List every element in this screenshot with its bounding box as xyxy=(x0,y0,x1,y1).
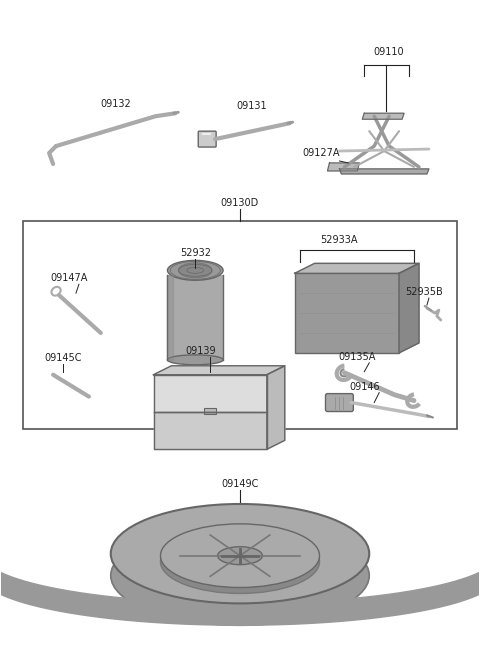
Text: 09130D: 09130D xyxy=(221,198,259,208)
FancyBboxPatch shape xyxy=(325,394,353,411)
Text: 09132: 09132 xyxy=(100,99,131,109)
Bar xyxy=(168,275,223,360)
Ellipse shape xyxy=(168,355,223,365)
Text: 09145C: 09145C xyxy=(44,353,82,363)
Bar xyxy=(295,273,399,353)
Polygon shape xyxy=(0,554,480,625)
Ellipse shape xyxy=(217,547,263,564)
Polygon shape xyxy=(154,411,267,449)
Polygon shape xyxy=(295,263,419,273)
Ellipse shape xyxy=(160,524,320,587)
Ellipse shape xyxy=(160,530,320,593)
Ellipse shape xyxy=(168,260,223,281)
Text: 09147A: 09147A xyxy=(50,273,88,283)
Text: 52935B: 52935B xyxy=(405,287,443,297)
Text: 52932: 52932 xyxy=(180,248,211,258)
Text: 09131: 09131 xyxy=(237,101,267,111)
Text: 09127A: 09127A xyxy=(302,148,339,158)
Polygon shape xyxy=(327,163,360,171)
Text: 09110: 09110 xyxy=(374,47,405,57)
Polygon shape xyxy=(267,366,285,449)
Ellipse shape xyxy=(179,263,212,278)
Polygon shape xyxy=(399,263,419,353)
Polygon shape xyxy=(168,275,173,360)
Polygon shape xyxy=(154,366,285,374)
Polygon shape xyxy=(339,169,429,174)
Polygon shape xyxy=(362,113,404,119)
Ellipse shape xyxy=(111,526,369,625)
FancyBboxPatch shape xyxy=(198,131,216,147)
Text: 09149C: 09149C xyxy=(221,479,259,489)
Bar xyxy=(204,407,216,413)
Bar xyxy=(23,221,457,430)
Polygon shape xyxy=(154,374,267,411)
Text: 52933A: 52933A xyxy=(321,235,358,246)
Ellipse shape xyxy=(111,504,369,603)
Text: 09146: 09146 xyxy=(349,382,380,392)
Text: 09135A: 09135A xyxy=(338,351,376,362)
Text: 09139: 09139 xyxy=(185,346,216,356)
